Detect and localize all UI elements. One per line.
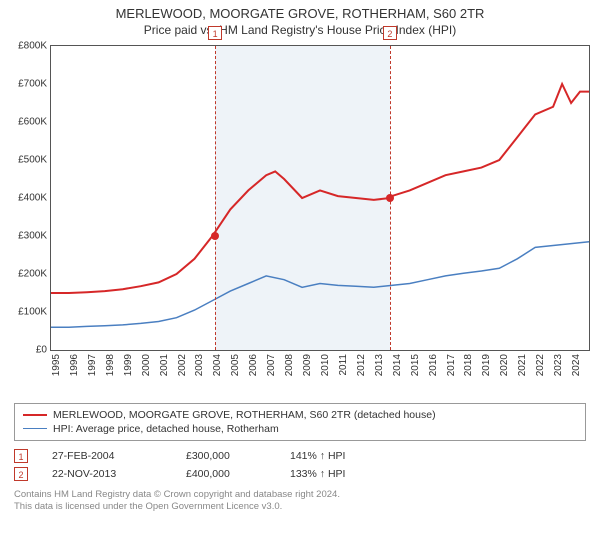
transaction-marker: 1 xyxy=(14,449,28,463)
transaction-pct: 133% ↑ HPI xyxy=(290,468,380,480)
transaction-pct: 141% ↑ HPI xyxy=(290,450,380,462)
plot-area: £0£100K£200K£300K£400K£500K£600K£700K£80… xyxy=(50,45,590,351)
transaction-dot xyxy=(211,232,219,240)
y-tick-label: £300K xyxy=(3,230,47,241)
legend-swatch xyxy=(23,414,47,416)
transaction-date: 27-FEB-2004 xyxy=(52,450,162,462)
transaction-price: £400,000 xyxy=(186,468,266,480)
series-line xyxy=(51,242,589,328)
line-layer xyxy=(51,46,589,350)
transaction-vline xyxy=(215,46,216,350)
legend-swatch xyxy=(23,428,47,429)
transaction-dot xyxy=(386,194,394,202)
transaction-marker: 2 xyxy=(383,26,397,40)
table-row: 1 27-FEB-2004 £300,000 141% ↑ HPI xyxy=(14,447,586,465)
chart-title: MERLEWOOD, MOORGATE GROVE, ROTHERHAM, S6… xyxy=(0,0,600,23)
legend-row: HPI: Average price, detached house, Roth… xyxy=(23,422,577,436)
transaction-price: £300,000 xyxy=(186,450,266,462)
transaction-marker: 2 xyxy=(14,467,28,481)
legend-label: MERLEWOOD, MOORGATE GROVE, ROTHERHAM, S6… xyxy=(53,409,436,421)
y-tick-label: £800K xyxy=(3,40,47,51)
chart-area: £0£100K£200K£300K£400K£500K£600K£700K£80… xyxy=(40,45,600,395)
y-tick-label: £200K xyxy=(3,268,47,279)
y-tick-label: £600K xyxy=(3,116,47,127)
footnote: Contains HM Land Registry data © Crown c… xyxy=(14,489,586,514)
y-tick-label: £700K xyxy=(3,78,47,89)
y-tick-label: £500K xyxy=(3,154,47,165)
table-row: 2 22-NOV-2013 £400,000 133% ↑ HPI xyxy=(14,465,586,483)
legend: MERLEWOOD, MOORGATE GROVE, ROTHERHAM, S6… xyxy=(14,403,586,441)
y-tick-label: £100K xyxy=(3,306,47,317)
series-line xyxy=(51,84,589,293)
footnote-line: This data is licensed under the Open Gov… xyxy=(14,501,586,513)
footnote-line: Contains HM Land Registry data © Crown c… xyxy=(14,489,586,501)
transactions-table: 1 27-FEB-2004 £300,000 141% ↑ HPI 2 22-N… xyxy=(14,447,586,483)
y-tick-label: £0 xyxy=(3,344,47,355)
transaction-marker: 1 xyxy=(208,26,222,40)
chart-container: MERLEWOOD, MOORGATE GROVE, ROTHERHAM, S6… xyxy=(0,0,600,560)
transaction-date: 22-NOV-2013 xyxy=(52,468,162,480)
y-tick-label: £400K xyxy=(3,192,47,203)
chart-subtitle: Price paid vs. HM Land Registry's House … xyxy=(0,23,600,41)
legend-label: HPI: Average price, detached house, Roth… xyxy=(53,423,279,435)
legend-row: MERLEWOOD, MOORGATE GROVE, ROTHERHAM, S6… xyxy=(23,408,577,422)
